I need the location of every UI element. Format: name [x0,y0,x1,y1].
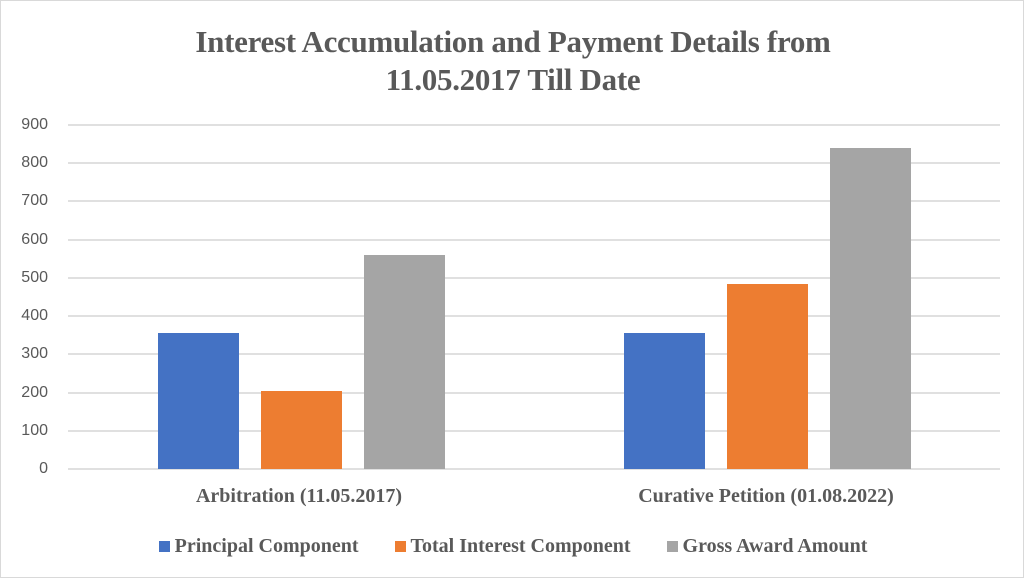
legend: Principal Component Total Interest Compo… [1,535,1024,558]
x-axis-label-curative-petition: Curative Petition (01.08.2022) [638,485,894,507]
bar-total-interest-component [261,390,342,469]
y-tick-label: 100 [21,421,48,439]
y-tick-label: 500 [21,268,48,286]
y-tick-label: 0 [39,460,48,477]
y-tick-label: 400 [21,307,48,325]
chart-title-line-1: Interest Accumulation and Payment Detail… [195,24,831,59]
x-axis-label-arbitration: Arbitration (11.05.2017) [195,485,403,507]
gridline [68,353,1000,356]
legend-label: Gross Award Amount [682,535,868,557]
gridline [68,315,1000,318]
gridline [68,200,1000,203]
bar-gross-award-amount [364,254,445,469]
chart-title: Interest Accumulation and Payment Detail… [1,23,1024,99]
y-tick-label: 600 [21,230,48,248]
gridline [68,238,1000,241]
gridline [68,468,1000,470]
plot-area [68,124,1000,470]
principal-swatch-icon [158,541,170,552]
legend-item-gross: Gross Award Amount [666,535,868,558]
gridline [68,276,1000,279]
interest-swatch-icon [394,541,406,552]
y-tick-label: 200 [21,383,48,401]
chart-title-line-2: 11.05.2017 Till Date [385,62,641,97]
legend-label: Total Interest Component [410,535,631,557]
legend-item-interest: Total Interest Component [394,535,631,558]
bar-total-interest-component [727,283,808,469]
gridline [68,124,1000,126]
legend-label: Principal Component [174,535,359,557]
bar-principal-component [624,333,705,469]
y-tick-label: 800 [21,154,48,172]
y-tick-label: 900 [21,116,48,133]
legend-item-principal: Principal Component [158,535,359,558]
gridline [68,162,1000,165]
y-tick-label: 300 [21,345,48,363]
gridline [68,391,1000,394]
gridline [68,429,1000,432]
bar-principal-component [158,333,239,469]
y-tick-label: 700 [21,192,48,210]
bar-gross-award-amount [830,147,911,469]
gross-swatch-icon [666,541,678,552]
